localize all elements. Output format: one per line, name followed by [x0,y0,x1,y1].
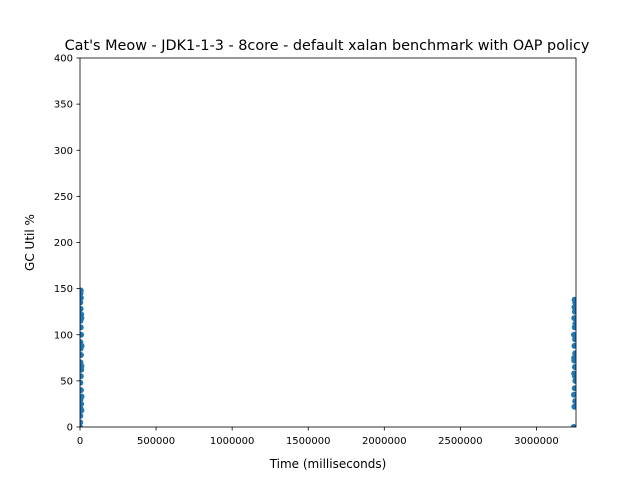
data-point [571,391,576,398]
data-point [80,299,84,306]
data-point [571,296,576,303]
y-tick-label: 300 [54,146,73,157]
data-point [571,403,576,410]
y-axis-label: GC Util % [23,214,37,271]
data-point [572,336,576,343]
data-point [571,331,576,338]
data-point [80,342,85,349]
y-tick-label: 50 [60,376,73,387]
data-point [572,377,576,384]
x-axis-label: Time (milliseconds) [269,457,387,471]
y-tick-label: 0 [67,423,73,434]
data-point [572,398,576,405]
chart-title: Cat's Meow - JDK1-1-3 - 8core - default … [65,38,590,54]
data-point [80,400,85,407]
y-tick-label: 150 [54,284,73,295]
data-point [571,304,576,311]
data-point [80,331,85,338]
data-point [80,373,84,380]
data-point [571,385,576,392]
data-point [572,350,576,357]
data-point [80,315,85,322]
y-tick-label: 350 [54,100,73,111]
data-point [80,352,84,359]
x-tick-label: 0 [77,436,83,447]
y-tick-label: 100 [54,330,73,341]
data-point [571,342,576,349]
data-point [80,419,84,426]
data-point [80,379,84,386]
data-point [80,387,84,394]
data-point [571,315,576,322]
y-tick-label: 400 [54,54,73,65]
x-tick-label: 1500000 [286,436,331,447]
data-point [80,324,84,331]
data-point [80,287,84,294]
data-point [80,393,85,400]
data-point [80,305,84,312]
x-tick-label: 2000000 [362,436,407,447]
data-point [572,320,576,327]
x-axis: 0 500000 1000000 1500000 2000000 2500000 30000… [77,427,559,447]
y-tick-label: 250 [54,192,73,203]
data-point [80,363,85,370]
data-point [570,424,576,427]
data-point [572,373,576,380]
data-point [571,354,576,361]
data-point [80,412,84,419]
data-point [80,407,85,414]
y-axis: 0 50 100 150 200 250 300 350 400 [54,54,80,434]
x-tick-label: 3000000 [514,436,559,447]
x-tick-label: 1000000 [210,436,255,447]
data-point [571,308,576,315]
y-tick-label: 200 [54,238,73,249]
x-tick-label: 500000 [137,436,175,447]
x-tick-label: 2500000 [438,436,483,447]
data-point [80,294,84,301]
points-layer [80,287,576,427]
data-point [571,364,576,371]
